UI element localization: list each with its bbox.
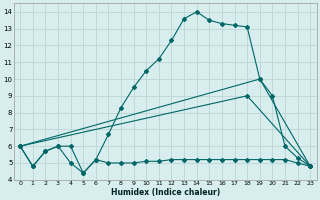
X-axis label: Humidex (Indice chaleur): Humidex (Indice chaleur) bbox=[111, 188, 220, 197]
